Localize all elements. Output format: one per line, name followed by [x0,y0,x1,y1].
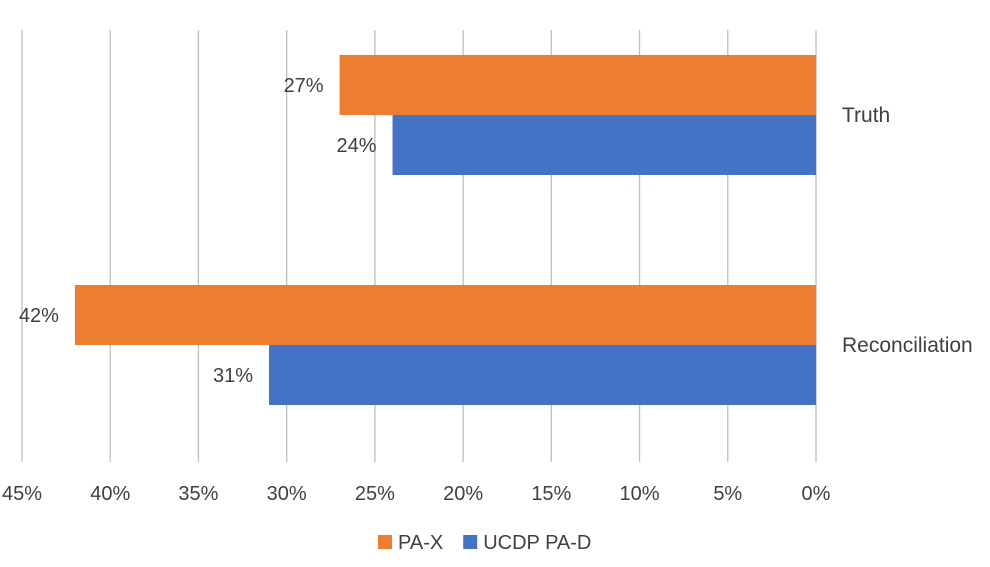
data-label: 24% [337,135,377,157]
data-label: 31% [213,365,253,387]
x-tick-label: 5% [713,483,742,505]
category-label-truth: Truth [842,104,890,127]
data-label: 27% [284,75,324,97]
legend-swatch [378,535,392,549]
x-tick-label: 10% [620,483,660,505]
bars [74,55,816,405]
legend: PA-X UCDP PA-D [378,532,591,554]
x-tick-label: 35% [178,483,218,505]
category-labels: Truth Reconciliation [842,104,973,357]
bar-pa-x-truth [339,55,816,115]
data-labels: 27% 24% 42% 31% [19,75,377,387]
bar-ucdp-pa-d-reconciliation [269,345,816,405]
x-tick-label: 20% [443,483,483,505]
legend-label: UCDP PA-D [483,532,591,554]
legend-label: PA-X [398,532,443,554]
x-tick-label: 15% [531,483,571,505]
x-tick-label: 40% [90,483,130,505]
x-tick-label: 30% [267,483,307,505]
data-label: 42% [19,305,59,327]
x-axis-tick-labels: 0% 5% 10% 15% 20% 25% 30% 35% 40% 45% [2,483,831,505]
bar-pa-x-reconciliation [74,285,816,345]
category-label-reconciliation: Reconciliation [842,334,973,357]
bar-ucdp-pa-d-truth [392,115,816,175]
x-tick-label: 45% [2,483,42,505]
legend-swatch [463,535,478,549]
x-tick-label: 25% [355,483,395,505]
x-tick-label: 0% [802,483,831,505]
